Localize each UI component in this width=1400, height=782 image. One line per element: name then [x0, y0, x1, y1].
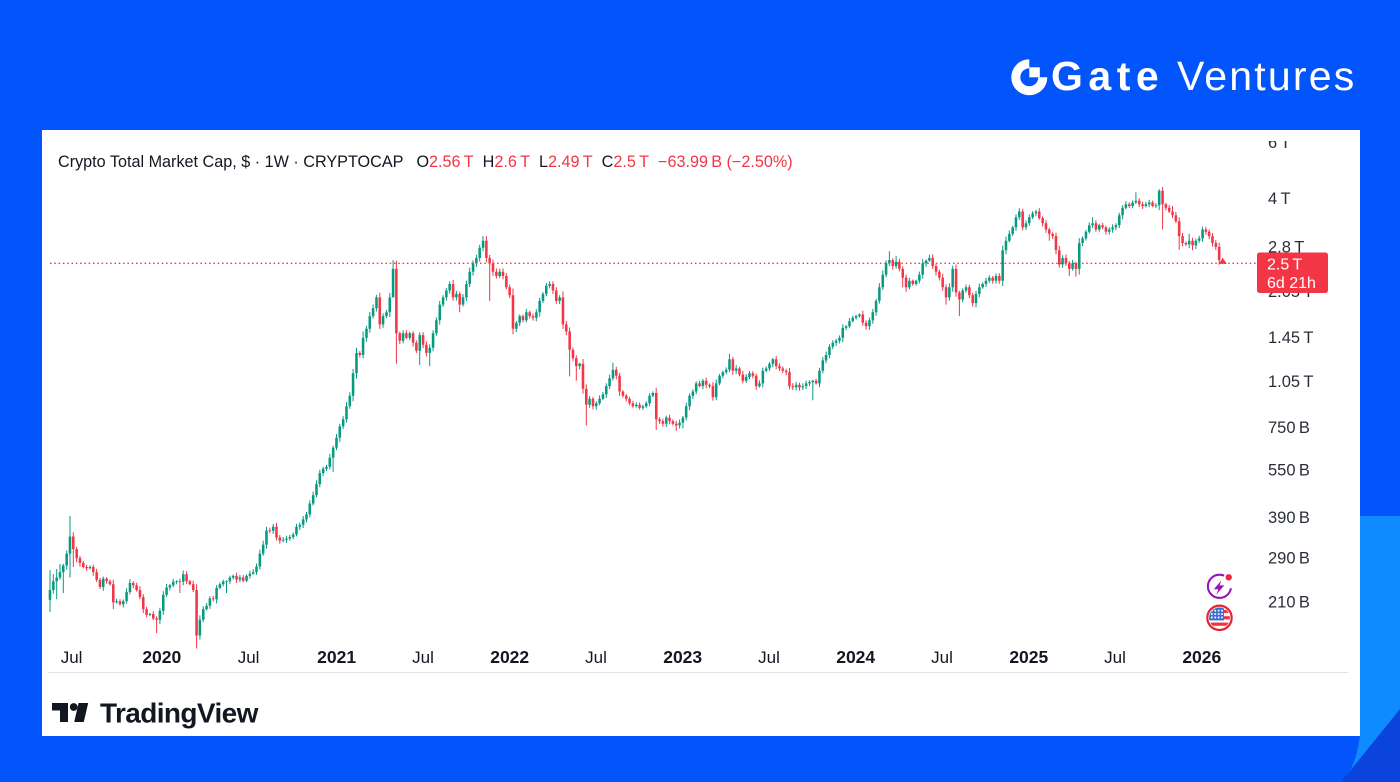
svg-text:Crypto Total Market Cap, $ · 1: Crypto Total Market Cap, $ · 1W · CRYPTO… — [58, 153, 793, 171]
svg-text:TradingView: TradingView — [100, 698, 259, 729]
svg-text:Jul: Jul — [238, 648, 260, 667]
svg-text:2023: 2023 — [663, 647, 702, 667]
svg-text:2026: 2026 — [1182, 647, 1221, 667]
svg-text:Gate: Gate — [1051, 53, 1164, 99]
svg-text:Jul: Jul — [61, 648, 83, 667]
svg-text:6d 21h: 6d 21h — [1267, 275, 1316, 292]
svg-text:Jul: Jul — [1104, 648, 1126, 667]
svg-text:1.05 T: 1.05 T — [1268, 373, 1314, 391]
svg-text:2.8 T: 2.8 T — [1268, 239, 1304, 257]
svg-text:550 B: 550 B — [1268, 461, 1310, 479]
svg-text:4 T: 4 T — [1268, 190, 1291, 208]
svg-text:Jul: Jul — [931, 648, 953, 667]
svg-text:2022: 2022 — [490, 647, 529, 667]
svg-text:Ventures: Ventures — [1177, 53, 1356, 99]
svg-text:2024: 2024 — [836, 647, 875, 667]
svg-text:Jul: Jul — [585, 648, 607, 667]
svg-text:390 B: 390 B — [1268, 509, 1310, 527]
svg-text:2.5 T: 2.5 T — [1267, 257, 1302, 274]
svg-text:Jul: Jul — [758, 648, 780, 667]
svg-text:Jul: Jul — [412, 648, 434, 667]
svg-text:1.45 T: 1.45 T — [1268, 329, 1314, 347]
svg-text:2025: 2025 — [1009, 647, 1048, 667]
svg-text:290 B: 290 B — [1268, 549, 1310, 567]
svg-text:2020: 2020 — [142, 647, 181, 667]
svg-text:2021: 2021 — [317, 647, 356, 667]
svg-text:750 B: 750 B — [1268, 419, 1310, 437]
svg-text:210 B: 210 B — [1268, 593, 1310, 611]
